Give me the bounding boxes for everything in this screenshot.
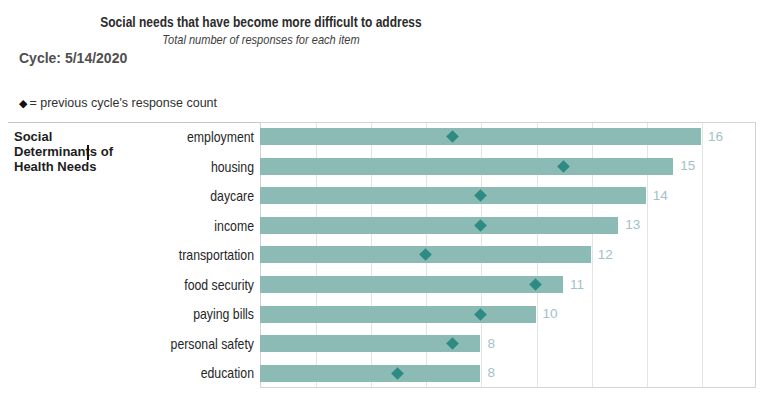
value-label: 12: [598, 247, 613, 263]
value-label: 14: [653, 188, 668, 204]
value-label: 10: [543, 306, 558, 322]
value-label: 15: [680, 158, 695, 174]
value-label: 11: [570, 277, 584, 293]
chart-row: education 8: [0, 358, 768, 388]
chart-row: transportation 12: [0, 240, 768, 270]
category-label: personal safety: [46, 329, 254, 359]
cycle-value: 5/14/2020: [65, 50, 127, 66]
category-label: transportation: [46, 240, 254, 270]
chart-row: daycare 14: [0, 181, 768, 211]
chart-subtitle: Total number of responses for each item: [39, 32, 483, 47]
bar: [260, 365, 480, 382]
chart-row: housing 15: [0, 152, 768, 182]
value-label: 13: [625, 217, 640, 233]
legend-text: = previous cycle's response count: [29, 96, 217, 110]
diamond-icon: ◆: [19, 97, 29, 109]
chart-title: Social needs that have become more diffi…: [52, 13, 470, 30]
marker-legend: ◆= previous cycle's response count: [19, 96, 217, 110]
chart-row: employment 16: [0, 122, 768, 152]
bar: [260, 158, 673, 175]
value-label: 8: [487, 365, 495, 381]
category-label: food security: [46, 270, 254, 300]
category-label: paying bills: [46, 299, 254, 329]
category-label: income: [46, 211, 254, 241]
chart-row: income 13: [0, 211, 768, 241]
chart-row: paying bills 10: [0, 299, 768, 329]
chart-row: personal safety 8: [0, 329, 768, 359]
chart-header: Social needs that have become more diffi…: [0, 13, 522, 47]
bar: [260, 128, 701, 145]
category-label: employment: [46, 122, 254, 152]
category-label: education: [46, 358, 254, 388]
cycle-indicator: Cycle: 5/14/2020: [19, 50, 127, 66]
bar: [260, 217, 618, 234]
bar: [260, 276, 563, 293]
chart-row: food security 11: [0, 270, 768, 300]
category-label: daycare: [46, 181, 254, 211]
value-label: 8: [487, 336, 495, 352]
category-label: housing: [46, 152, 254, 182]
cycle-label: Cycle:: [19, 50, 61, 66]
bar: [260, 306, 536, 323]
bar: [260, 187, 646, 204]
value-label: 16: [708, 129, 723, 145]
